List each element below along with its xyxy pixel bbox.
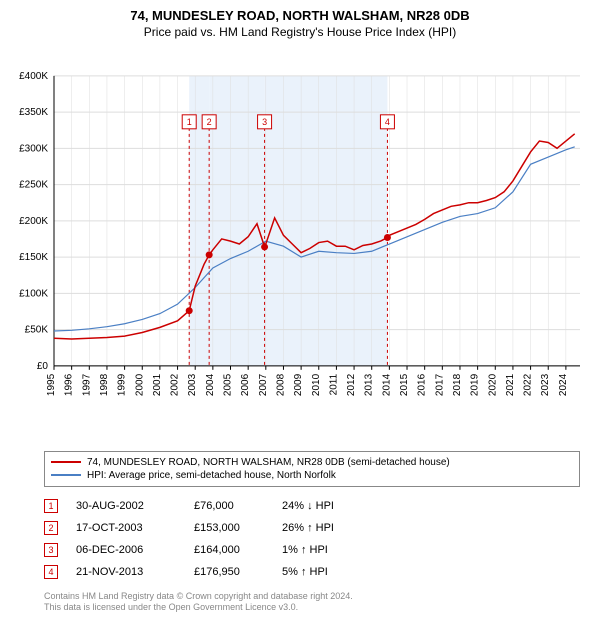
svg-text:2022: 2022: [523, 373, 534, 396]
svg-text:2012: 2012: [346, 373, 357, 396]
sale-number-badge: 3: [44, 543, 58, 557]
svg-text:2021: 2021: [505, 373, 516, 396]
legend-swatch: [51, 461, 81, 463]
svg-text:2011: 2011: [328, 373, 339, 395]
sales-table: 1 30-AUG-2002 £76,000 24% ↓ HPI 2 17-OCT-2003…: [44, 495, 580, 583]
sale-date: 21-NOV-2013: [76, 566, 176, 578]
svg-text:£200K: £200K: [19, 216, 48, 227]
svg-text:£250K: £250K: [19, 180, 48, 191]
sale-row: 1 30-AUG-2002 £76,000 24% ↓ HPI: [44, 495, 580, 517]
svg-text:1997: 1997: [81, 373, 92, 396]
footer-line2: This data is licensed under the Open Gov…: [44, 602, 580, 614]
sale-price: £164,000: [194, 544, 264, 556]
svg-text:1: 1: [187, 117, 192, 127]
sale-price: £76,000: [194, 500, 264, 512]
legend-label: 74, MUNDESLEY ROAD, NORTH WALSHAM, NR28 …: [87, 457, 450, 468]
svg-text:£50K: £50K: [25, 325, 49, 336]
svg-text:2024: 2024: [558, 373, 569, 396]
svg-text:£0: £0: [37, 361, 49, 372]
chart-title-block: 74, MUNDESLEY ROAD, NORTH WALSHAM, NR28 …: [0, 0, 600, 43]
footer-line1: Contains HM Land Registry data © Crown c…: [44, 591, 580, 603]
svg-text:£300K: £300K: [19, 143, 48, 154]
chart-svg: £0 £50K £100K £150K £200K £250K £300K £350K £400…: [10, 47, 590, 445]
svg-text:2023: 2023: [540, 373, 551, 396]
chart-subtitle: Price paid vs. HM Land Registry's House …: [0, 25, 600, 39]
svg-text:2014: 2014: [381, 373, 392, 396]
svg-text:2010: 2010: [311, 373, 322, 396]
sale-date: 30-AUG-2002: [76, 500, 176, 512]
svg-text:1996: 1996: [64, 373, 75, 396]
svg-text:2013: 2013: [364, 373, 375, 396]
svg-text:2002: 2002: [170, 373, 181, 396]
sale-row: 4 21-NOV-2013 £176,950 5% ↑ HPI: [44, 561, 580, 583]
sale-date: 06-DEC-2006: [76, 544, 176, 556]
sale-number-badge: 2: [44, 521, 58, 535]
svg-text:2004: 2004: [205, 373, 216, 396]
svg-text:1998: 1998: [99, 373, 110, 396]
svg-text:2019: 2019: [470, 373, 481, 396]
svg-text:4: 4: [385, 117, 390, 127]
svg-text:2005: 2005: [223, 373, 234, 396]
legend: 74, MUNDESLEY ROAD, NORTH WALSHAM, NR28 …: [44, 451, 580, 487]
svg-text:2015: 2015: [399, 373, 410, 396]
svg-text:2020: 2020: [487, 373, 498, 396]
svg-text:3: 3: [262, 117, 267, 127]
svg-text:2008: 2008: [275, 373, 286, 396]
chart-title: 74, MUNDESLEY ROAD, NORTH WALSHAM, NR28 …: [0, 8, 600, 23]
svg-text:2000: 2000: [134, 373, 145, 396]
sale-row: 2 17-OCT-2003 £153,000 26% ↑ HPI: [44, 517, 580, 539]
svg-text:£100K: £100K: [19, 288, 48, 299]
legend-item: 74, MUNDESLEY ROAD, NORTH WALSHAM, NR28 …: [51, 456, 573, 469]
sale-price: £153,000: [194, 522, 264, 534]
svg-text:2001: 2001: [152, 373, 163, 396]
svg-text:2: 2: [207, 117, 212, 127]
svg-text:2016: 2016: [417, 373, 428, 396]
sale-delta: 26% ↑ HPI: [282, 522, 362, 534]
svg-text:2007: 2007: [258, 373, 269, 396]
footer: Contains HM Land Registry data © Crown c…: [44, 591, 580, 614]
legend-item: HPI: Average price, semi-detached house,…: [51, 469, 573, 482]
legend-label: HPI: Average price, semi-detached house,…: [87, 470, 336, 481]
svg-text:2009: 2009: [293, 373, 304, 396]
sale-price: £176,950: [194, 566, 264, 578]
svg-text:1999: 1999: [117, 373, 128, 396]
svg-text:2003: 2003: [187, 373, 198, 396]
sale-delta: 1% ↑ HPI: [282, 544, 362, 556]
sale-number-badge: 4: [44, 565, 58, 579]
svg-text:£350K: £350K: [19, 107, 48, 118]
sale-date: 17-OCT-2003: [76, 522, 176, 534]
sale-delta: 5% ↑ HPI: [282, 566, 362, 578]
svg-text:2017: 2017: [434, 373, 445, 396]
svg-text:1995: 1995: [46, 373, 57, 396]
svg-text:2006: 2006: [240, 373, 251, 396]
sale-number-badge: 1: [44, 499, 58, 513]
chart-area: £0 £50K £100K £150K £200K £250K £300K £350K £400…: [10, 47, 590, 445]
legend-swatch: [51, 474, 81, 476]
svg-text:£150K: £150K: [19, 252, 48, 263]
sale-delta: 24% ↓ HPI: [282, 500, 362, 512]
svg-text:£400K: £400K: [19, 71, 48, 82]
svg-text:2018: 2018: [452, 373, 463, 396]
sale-row: 3 06-DEC-2006 £164,000 1% ↑ HPI: [44, 539, 580, 561]
